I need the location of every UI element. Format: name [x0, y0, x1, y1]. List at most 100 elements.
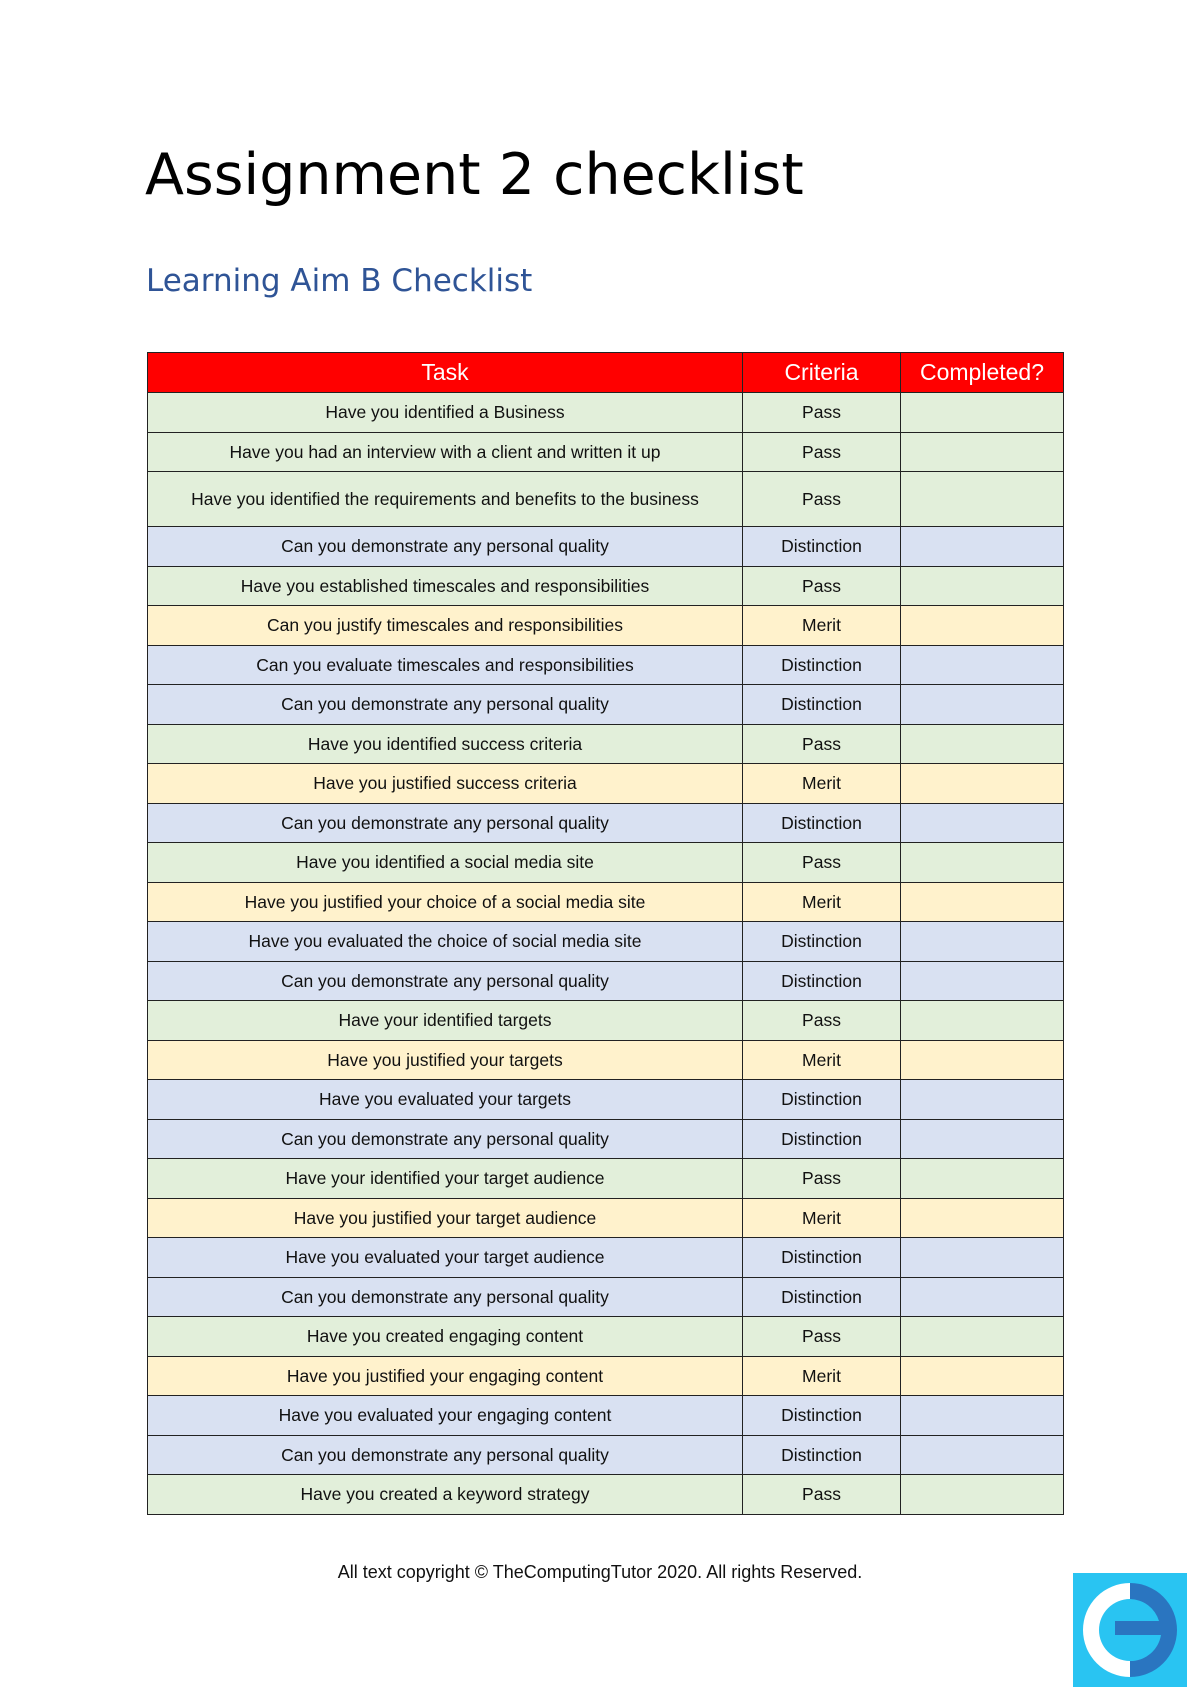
completed-cell[interactable] [900, 644, 1064, 685]
completed-cell[interactable] [900, 1079, 1064, 1120]
completed-cell[interactable] [900, 526, 1064, 567]
copyright-footer: All text copyright © TheComputingTutor 2… [337, 1562, 863, 1582]
table-row: Can you justify timescales and responsib… [147, 605, 1064, 646]
task-cell: Have you identified a Business [147, 392, 743, 433]
completed-cell[interactable] [900, 565, 1064, 606]
criteria-cell: Distinction [742, 644, 901, 685]
task-cell: Have you identified a social media site [147, 842, 743, 883]
table-row: Have you identified a social media site P… [147, 842, 1064, 883]
criteria-cell: Pass [742, 1316, 901, 1357]
completed-cell[interactable] [900, 392, 1064, 433]
criteria-cell: Distinction [742, 1118, 901, 1159]
completed-cell[interactable] [900, 1474, 1064, 1515]
criteria-cell: Distinction [742, 526, 901, 567]
completed-cell[interactable] [900, 1395, 1064, 1436]
completed-cell[interactable] [900, 1039, 1064, 1080]
criteria-cell: Merit [742, 881, 901, 922]
section-heading: Learning Aim B Checklist [146, 263, 533, 299]
completed-cell[interactable] [900, 1118, 1064, 1159]
completed-cell[interactable] [900, 1000, 1064, 1041]
completed-cell[interactable] [900, 921, 1064, 962]
task-cell: Have you evaluated your targets [147, 1079, 743, 1120]
completed-cell[interactable] [900, 763, 1064, 804]
task-cell: Can you demonstrate any personal quality [147, 1276, 743, 1317]
completed-cell[interactable] [900, 960, 1064, 1001]
task-cell: Have you justified success criteria [147, 763, 743, 804]
task-cell: Have you established timescales and resp… [147, 565, 743, 606]
table-row: Can you demonstrate any personal quality… [147, 802, 1064, 843]
table-row: Can you demonstrate any personal quality… [147, 1276, 1064, 1317]
criteria-cell: Distinction [742, 960, 901, 1001]
task-cell: Have you evaluated the choice of social … [147, 921, 743, 962]
thecomputingtutor-logo-icon [1073, 1573, 1187, 1687]
task-cell: Have you had an interview with a client … [147, 431, 743, 472]
table-row: Have you justified your choice of a soci… [147, 881, 1064, 922]
page-title: Assignment 2 checklist [145, 142, 804, 208]
task-cell: Can you demonstrate any personal quality [147, 960, 743, 1001]
criteria-cell: Distinction [742, 921, 901, 962]
completed-cell[interactable] [900, 431, 1064, 472]
task-cell: Can you justify timescales and responsib… [147, 605, 743, 646]
criteria-cell: Distinction [742, 802, 901, 843]
completed-cell[interactable] [900, 842, 1064, 883]
task-cell: Have you identified the requirements and… [147, 471, 743, 527]
completed-cell[interactable] [900, 1434, 1064, 1475]
table-row: Have you identified success criteria Pass [147, 723, 1064, 764]
criteria-cell: Pass [742, 1158, 901, 1199]
completed-cell[interactable] [900, 723, 1064, 764]
task-cell: Have you identified success criteria [147, 723, 743, 764]
completed-cell[interactable] [900, 881, 1064, 922]
table-row: Have you justified success criteria Merit [147, 763, 1064, 804]
criteria-cell: Distinction [742, 1079, 901, 1120]
task-cell: Have you created engaging content [147, 1316, 743, 1357]
table-row: Have you evaluated your targets Distincti… [147, 1079, 1064, 1120]
task-cell: Can you demonstrate any personal quality [147, 802, 743, 843]
completed-cell[interactable] [900, 1237, 1064, 1278]
table-row: Have you had an interview with a client … [147, 431, 1064, 472]
task-cell: Have you justified your choice of a soci… [147, 881, 743, 922]
completed-cell[interactable] [900, 605, 1064, 646]
criteria-cell: Pass [742, 723, 901, 764]
task-cell: Can you demonstrate any personal quality [147, 684, 743, 725]
criteria-cell: Merit [742, 1039, 901, 1080]
completed-cell[interactable] [900, 684, 1064, 725]
completed-cell[interactable] [900, 471, 1064, 527]
criteria-cell: Pass [742, 392, 901, 433]
table-row: Have you identified the requirements and… [147, 471, 1064, 527]
table-row: Have you evaluated your target audience D… [147, 1237, 1064, 1278]
completed-cell[interactable] [900, 1197, 1064, 1238]
criteria-cell: Merit [742, 763, 901, 804]
completed-cell[interactable] [900, 1316, 1064, 1357]
task-cell: Can you demonstrate any personal quality [147, 1118, 743, 1159]
table-row: Have your identified targets Pass [147, 1000, 1064, 1041]
header-task: Task [147, 352, 743, 393]
completed-cell[interactable] [900, 1276, 1064, 1317]
table-row: Can you demonstrate any personal quality… [147, 960, 1064, 1001]
task-cell: Have your identified your target audienc… [147, 1158, 743, 1199]
table-row: Have you evaluated your engaging content… [147, 1395, 1064, 1436]
task-cell: Can you evaluate timescales and responsi… [147, 644, 743, 685]
criteria-cell: Pass [742, 1000, 901, 1041]
criteria-cell: Merit [742, 605, 901, 646]
table-row: Have you created a keyword strategy Pass [147, 1474, 1064, 1515]
table-row: Have you evaluated the choice of social … [147, 921, 1064, 962]
criteria-cell: Distinction [742, 1237, 901, 1278]
criteria-cell: Distinction [742, 1395, 901, 1436]
table-row: Can you evaluate timescales and responsi… [147, 644, 1064, 685]
task-cell: Have your identified targets [147, 1000, 743, 1041]
table-row: Have you justified your targets Merit [147, 1039, 1064, 1080]
task-cell: Have you evaluated your target audience [147, 1237, 743, 1278]
table-row: Can you demonstrate any personal quality… [147, 1434, 1064, 1475]
criteria-cell: Merit [742, 1197, 901, 1238]
criteria-cell: Pass [742, 471, 901, 527]
completed-cell[interactable] [900, 1355, 1064, 1396]
table-row: Can you demonstrate any personal quality… [147, 1118, 1064, 1159]
table-row: Can you demonstrate any personal quality… [147, 526, 1064, 567]
table-row: Have you justified your engaging content… [147, 1355, 1064, 1396]
completed-cell[interactable] [900, 802, 1064, 843]
task-cell: Have you evaluated your engaging content [147, 1395, 743, 1436]
completed-cell[interactable] [900, 1158, 1064, 1199]
table-row: Have you justified your target audience M… [147, 1197, 1064, 1238]
criteria-cell: Pass [742, 431, 901, 472]
table-row: Have you created engaging content Pass [147, 1316, 1064, 1357]
